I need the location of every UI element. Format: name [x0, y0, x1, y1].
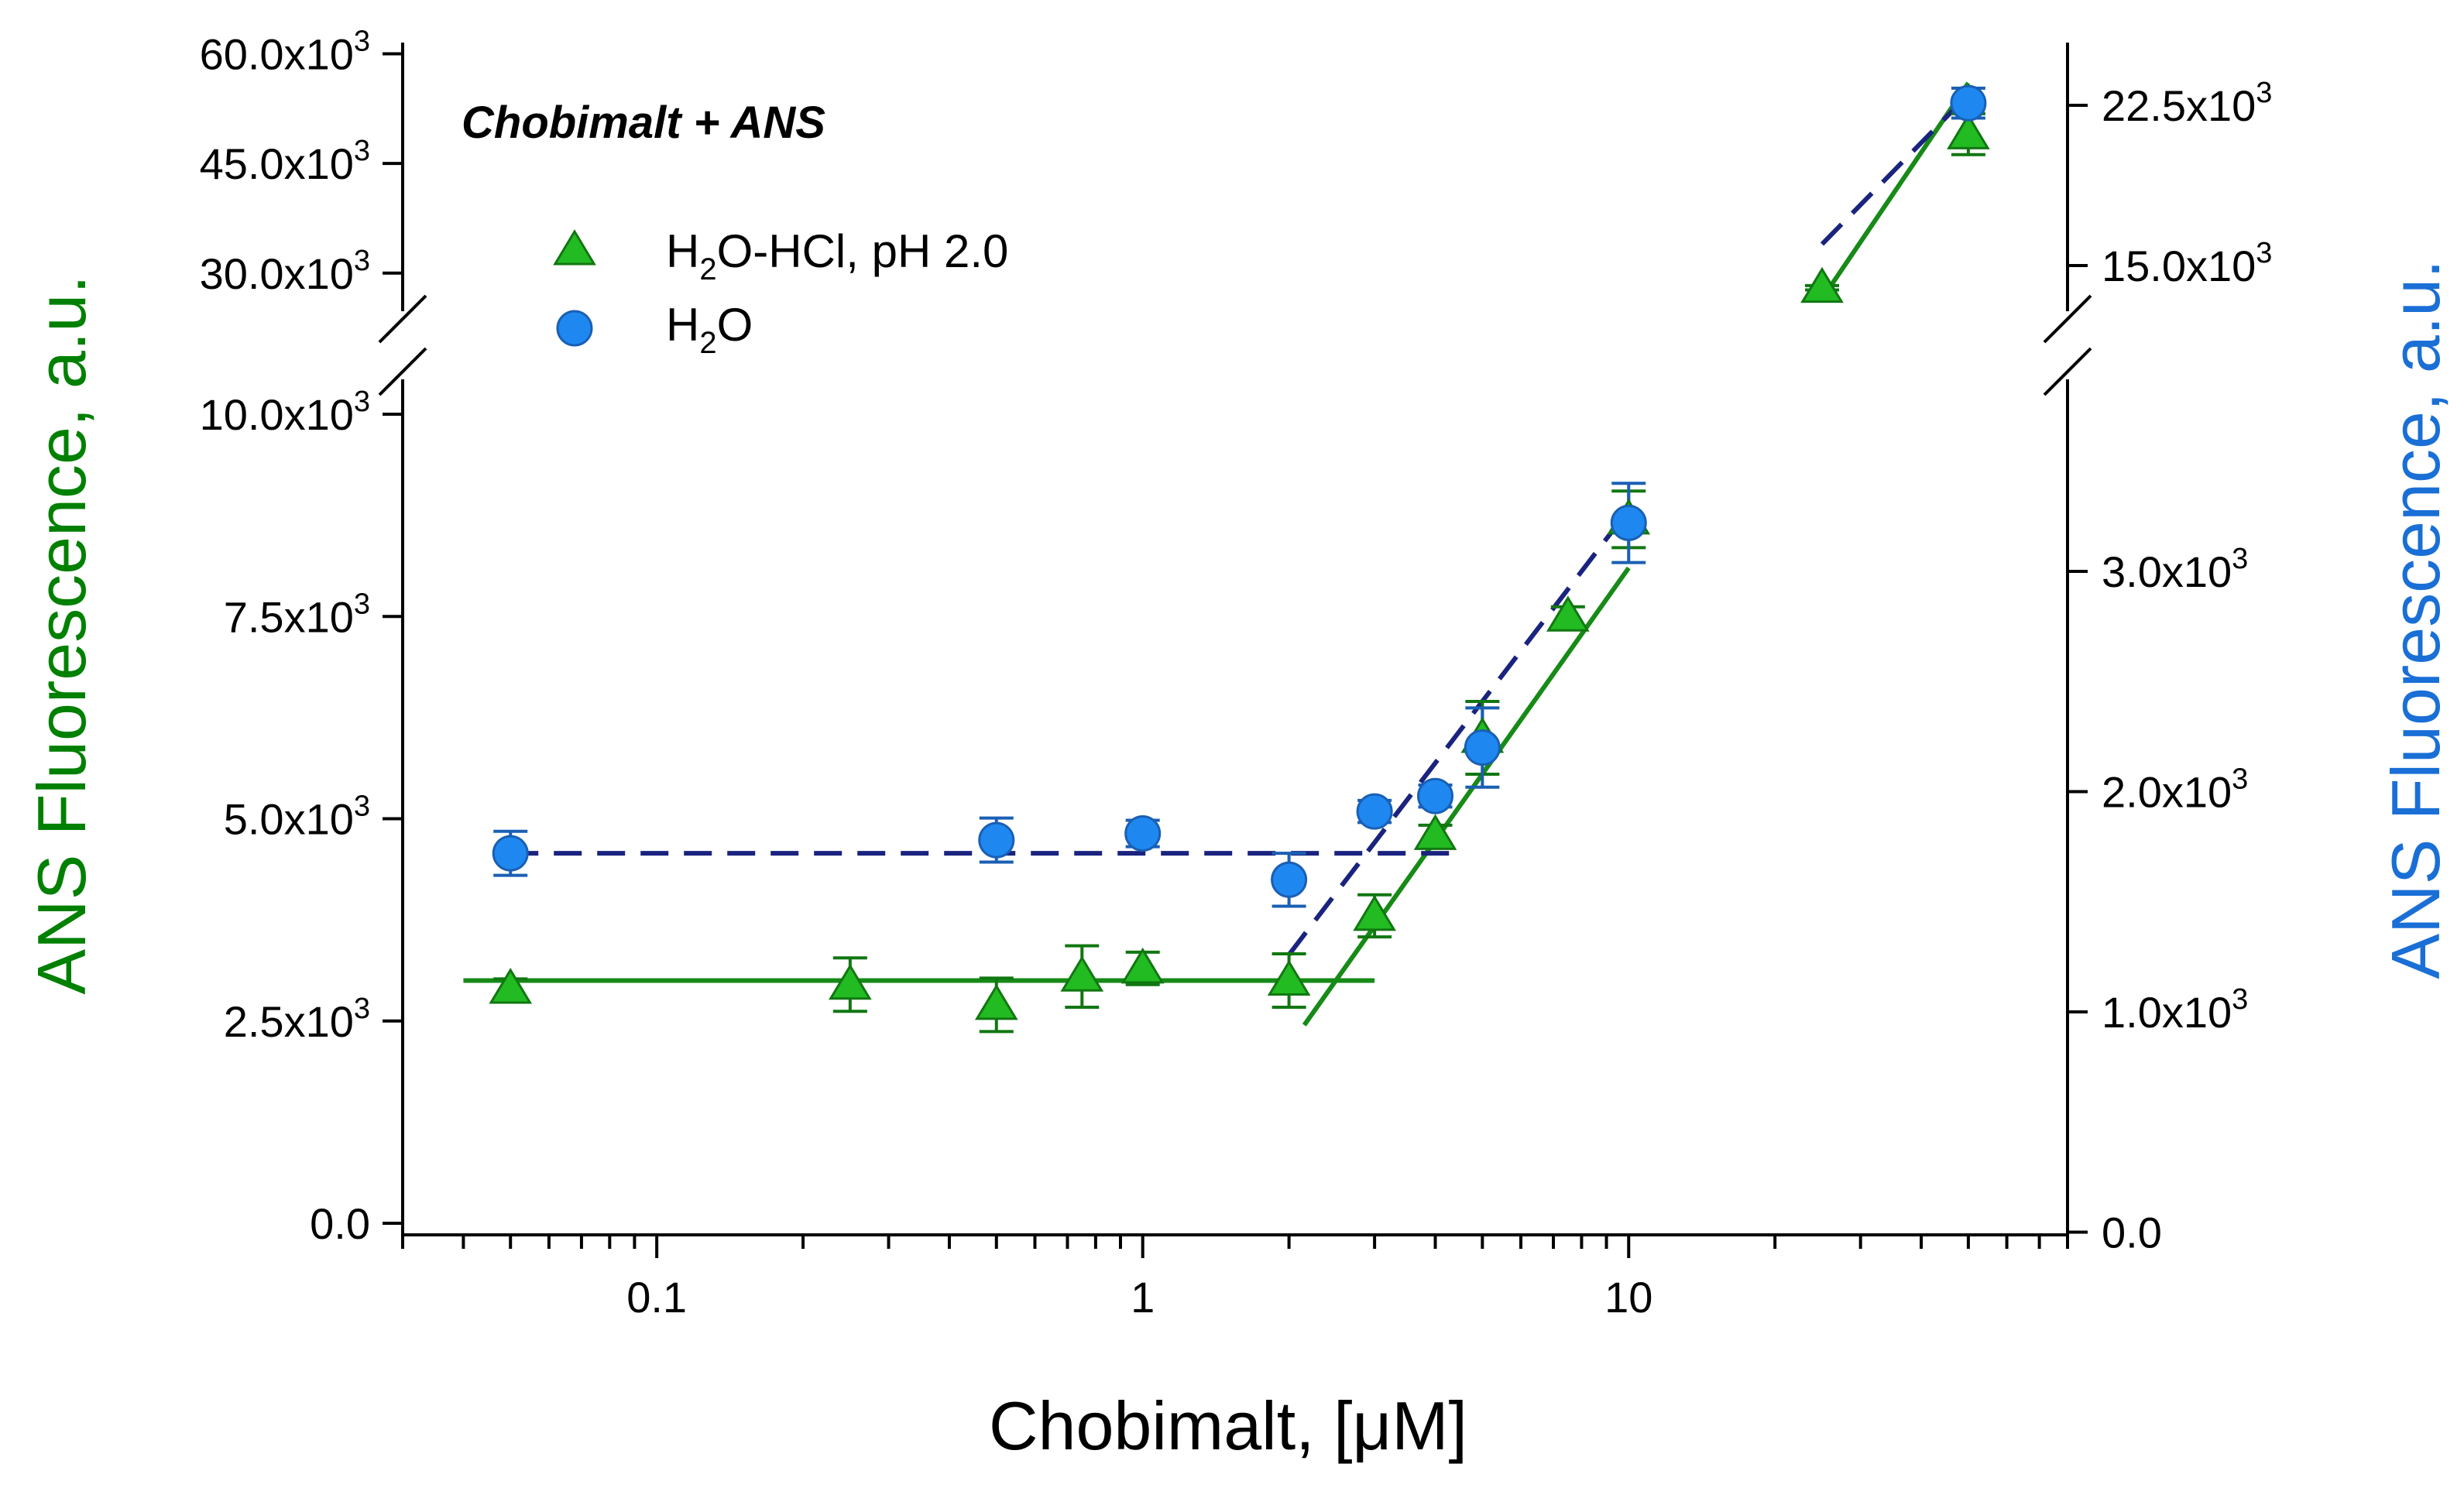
data-point-circle [1610, 504, 1647, 541]
data-point-triangle [1800, 266, 1844, 303]
data-point-triangle [1353, 894, 1396, 931]
y-left-tick-label: 7.5x103 [224, 588, 370, 641]
data-point-triangle [1267, 959, 1311, 996]
y-left-tick-label: 5.0x103 [224, 790, 370, 844]
data-point-triangle [489, 968, 533, 1004]
data-point-circle [1417, 777, 1454, 814]
data-point-circle [978, 821, 1015, 859]
legend-marker-circle [556, 310, 593, 347]
data-point-circle [1356, 793, 1393, 830]
right-break-mark-1 [2043, 294, 2092, 344]
x-axis-label: Chobimalt, [μM] [989, 1387, 1467, 1464]
left-break-mark-1 [378, 294, 427, 344]
y-left-tick-label: 30.0x103 [200, 245, 370, 298]
x-tick-label: 10 [1604, 1273, 1652, 1322]
legend-marker-triangle [553, 229, 596, 266]
data-point-triangle [1546, 595, 1590, 632]
y-left-tick-label: 0.0 [310, 1199, 370, 1248]
y-left-tick-label: 45.0x103 [200, 135, 370, 188]
data-markers [489, 84, 1990, 1020]
data-point-triangle [1413, 814, 1457, 850]
x-tick-label: 0.1 [626, 1273, 687, 1322]
y-right-tick-label: 3.0x103 [2102, 543, 2248, 596]
legend-label-h2o: H2O [666, 299, 753, 360]
data-point-triangle [974, 983, 1018, 1020]
data-point-circle [1271, 861, 1308, 898]
y-left-tick-label: 2.5x103 [224, 993, 370, 1046]
data-point-circle [1464, 729, 1501, 766]
y-right-axis-label: ANS Fluorescence, a.u. [2377, 259, 2454, 979]
legend: H2O-HCl, pH 2.0 H2O [553, 225, 1008, 360]
fit-line [1820, 93, 1971, 246]
y-right-tick-label: 15.0x103 [2102, 237, 2272, 290]
y-right-tick-label: 1.0x103 [2102, 983, 2248, 1037]
fit-line [1287, 508, 1631, 956]
y-left-tick-label: 60.0x103 [200, 25, 370, 78]
left-break-mark-2 [378, 347, 427, 396]
data-point-circle [1950, 84, 1987, 122]
axes: 0.1 1 10 0.0 2.5x103 5.0x103 7.5x103 10.0x103 30… [200, 25, 2273, 1322]
fit-line [1302, 566, 1631, 1027]
right-break-mark-2 [2043, 347, 2092, 396]
legend-label-h2o-hcl: H2O-HCl, pH 2.0 [666, 225, 1008, 286]
y-left-tick-label: 10.0x103 [200, 386, 370, 439]
data-point-circle [492, 835, 529, 872]
y-right-tick-label: 0.0 [2102, 1209, 2162, 1257]
chart-title: Chobimalt + ANS [462, 98, 825, 148]
data-point-triangle [1120, 947, 1165, 984]
y-right-tick-label: 22.5x103 [2102, 77, 2272, 130]
y-left-axis-label: ANS Fluorescence, a.u. [23, 275, 100, 994]
data-point-triangle [1060, 955, 1104, 992]
data-point-circle [1124, 815, 1162, 852]
data-point-triangle [829, 963, 872, 1000]
data-point-triangle [1947, 113, 1990, 149]
x-tick-label: 1 [1131, 1273, 1155, 1322]
y-right-tick-label: 2.0x103 [2102, 763, 2248, 817]
